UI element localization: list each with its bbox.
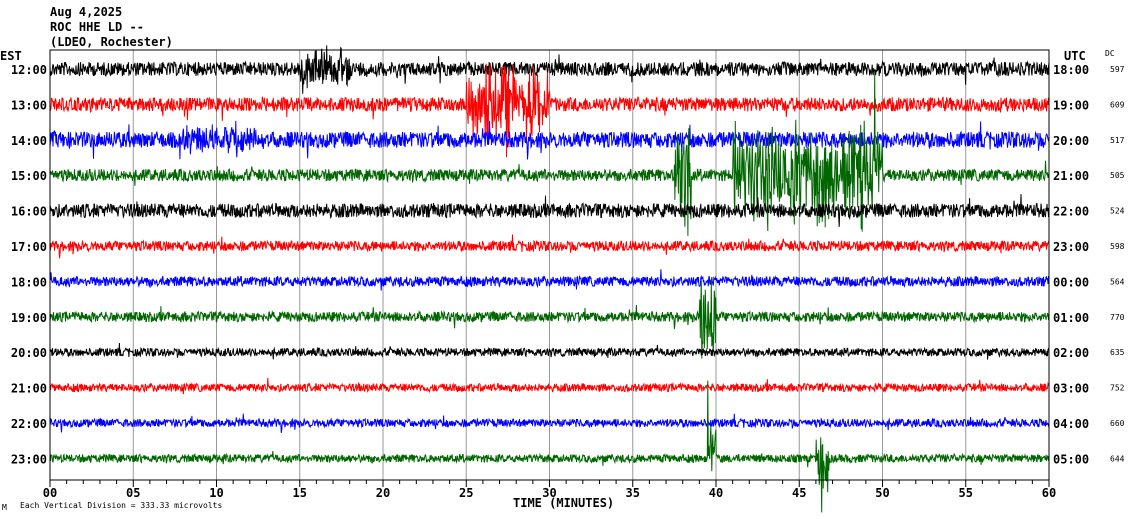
dc-value: 660 [1110,419,1125,428]
x-tick-label: 35 [626,486,640,500]
utc-hour-label: 19:00 [1053,98,1089,112]
x-tick-label: 00 [43,486,57,500]
utc-hour-label: 04:00 [1053,417,1089,431]
seismic-trace [49,342,1050,360]
x-tick-label: 25 [459,486,473,500]
x-tick-label: 45 [792,486,806,500]
dc-value: 635 [1110,348,1125,357]
dc-value: 609 [1110,100,1125,109]
scale-note: Each Vertical Division = 333.33 microvol… [20,501,222,510]
utc-hour-label: 03:00 [1053,382,1089,396]
corner-mark: M [2,503,7,512]
title-date: Aug 4,2025 [50,5,122,19]
est-hour-label: 22:00 [11,417,47,431]
utc-hour-label: 18:00 [1053,63,1089,77]
dc-value: 597 [1110,65,1125,74]
x-tick-label: 60 [1042,486,1056,500]
utc-hour-label: 05:00 [1053,452,1089,466]
utc-hour-label: 02:00 [1053,346,1089,360]
est-hour-label: 14:00 [11,134,47,148]
utc-hour-label: 00:00 [1053,275,1089,289]
x-tick-label: 30 [542,486,556,500]
dc-value: 517 [1110,136,1125,145]
dc-title: DC [1105,49,1115,58]
est-hour-label: 23:00 [11,452,47,466]
seismic-trace [49,377,1050,395]
x-tick-label: 40 [709,486,723,500]
seismic-trace [49,234,1050,259]
seismic-trace [49,269,1050,291]
utc-hour-label: 21:00 [1053,169,1089,183]
seismic-trace [49,380,1050,513]
dc-value: 598 [1110,242,1125,251]
x-tick-label: 15 [293,486,307,500]
utc-hour-label: 20:00 [1053,134,1089,148]
est-hour-label: 18:00 [11,275,47,289]
est-hour-label: 13:00 [11,98,47,112]
est-hour-label: 16:00 [11,205,47,219]
dc-value: 564 [1110,277,1125,286]
x-tick-label: 05 [126,486,140,500]
x-tick-label: 55 [959,486,973,500]
title-location: (LDEO, Rochester) [50,35,173,49]
dc-value: 505 [1110,171,1125,180]
dc-value: 644 [1110,454,1125,463]
est-hour-label: 17:00 [11,240,47,254]
seismic-trace [49,63,1050,158]
est-hour-label: 21:00 [11,382,47,396]
est-hour-label: 20:00 [11,346,47,360]
utc-axis-title: UTC [1064,49,1086,63]
seismic-trace [49,413,1050,433]
est-hour-label: 15:00 [11,169,47,183]
seismic-trace [49,45,1050,94]
x-tick-label: 10 [209,486,223,500]
utc-hour-label: 23:00 [1053,240,1089,254]
utc-hour-label: 01:00 [1053,311,1089,325]
dc-value: 770 [1110,313,1125,322]
x-axis-label: TIME (MINUTES) [513,496,614,510]
x-tick-label: 20 [376,486,390,500]
seismic-trace [49,279,1050,359]
dc-value: 524 [1110,207,1125,216]
seismic-trace [49,194,1050,227]
est-hour-label: 12:00 [11,63,47,77]
utc-hour-label: 22:00 [1053,205,1089,219]
seismic-trace [49,71,1050,236]
est-hour-label: 19:00 [11,311,47,325]
x-tick-label: 50 [875,486,889,500]
title-station: ROC HHE LD -- [50,20,144,34]
dc-value: 752 [1110,384,1125,393]
est-axis-title: EST [0,49,22,63]
